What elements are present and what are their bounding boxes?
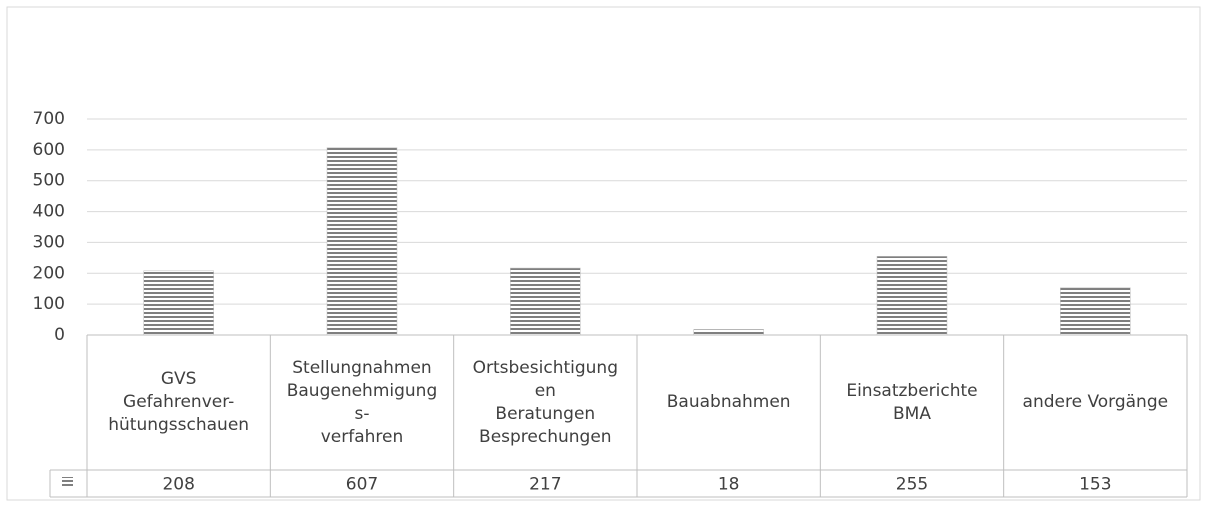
x-tick-label: Ortsbesichtigung en Beratungen Besprechu… (472, 357, 618, 447)
value-cell: 255 (896, 475, 928, 495)
bar (876, 256, 948, 336)
bar (143, 270, 214, 336)
x-tick-label: Bauabnahmen (666, 392, 791, 412)
legend-key (62, 477, 73, 488)
y-tick-label: 300 (33, 232, 65, 252)
chart-border (6, 6, 1201, 501)
bar (1060, 287, 1131, 336)
category-cell: andere Vorgänge (1022, 392, 1169, 412)
value-cell: 153 (1079, 475, 1111, 495)
value-cell: 208 (162, 475, 194, 495)
y-tick-label: 100 (33, 294, 65, 314)
y-tick-label: 500 (33, 171, 65, 191)
x-tick-label: Stellungnahmen Baugenehmigung s- verfahr… (286, 357, 438, 447)
y-tick-label: 0 (54, 325, 65, 345)
bar (510, 267, 581, 336)
y-tick-label: 200 (33, 263, 65, 283)
x-tick-label: andere Vorgänge (1022, 392, 1169, 412)
y-tick-label: 700 (33, 109, 65, 129)
category-cell: Bauabnahmen (666, 392, 791, 412)
category-cell: Einsatzberichte BMA (846, 380, 978, 424)
value-cell: 18 (718, 475, 740, 495)
x-tick-label: GVS Gefahrenver- hütungsschauen (108, 369, 250, 435)
category-cell: GVS Gefahrenver- hütungsschauen (108, 369, 250, 435)
category-cell: Stellungnahmen Baugenehmigung s- verfahr… (286, 357, 438, 447)
x-tick-label: Einsatzberichte BMA (846, 380, 978, 424)
value-cell: 217 (529, 475, 561, 495)
category-cell: Ortsbesichtigung en Beratungen Besprechu… (472, 357, 618, 447)
y-tick-label: 600 (33, 140, 65, 160)
bar (326, 147, 398, 336)
y-tick-label: 400 (33, 202, 65, 222)
value-cell: 607 (346, 475, 378, 495)
